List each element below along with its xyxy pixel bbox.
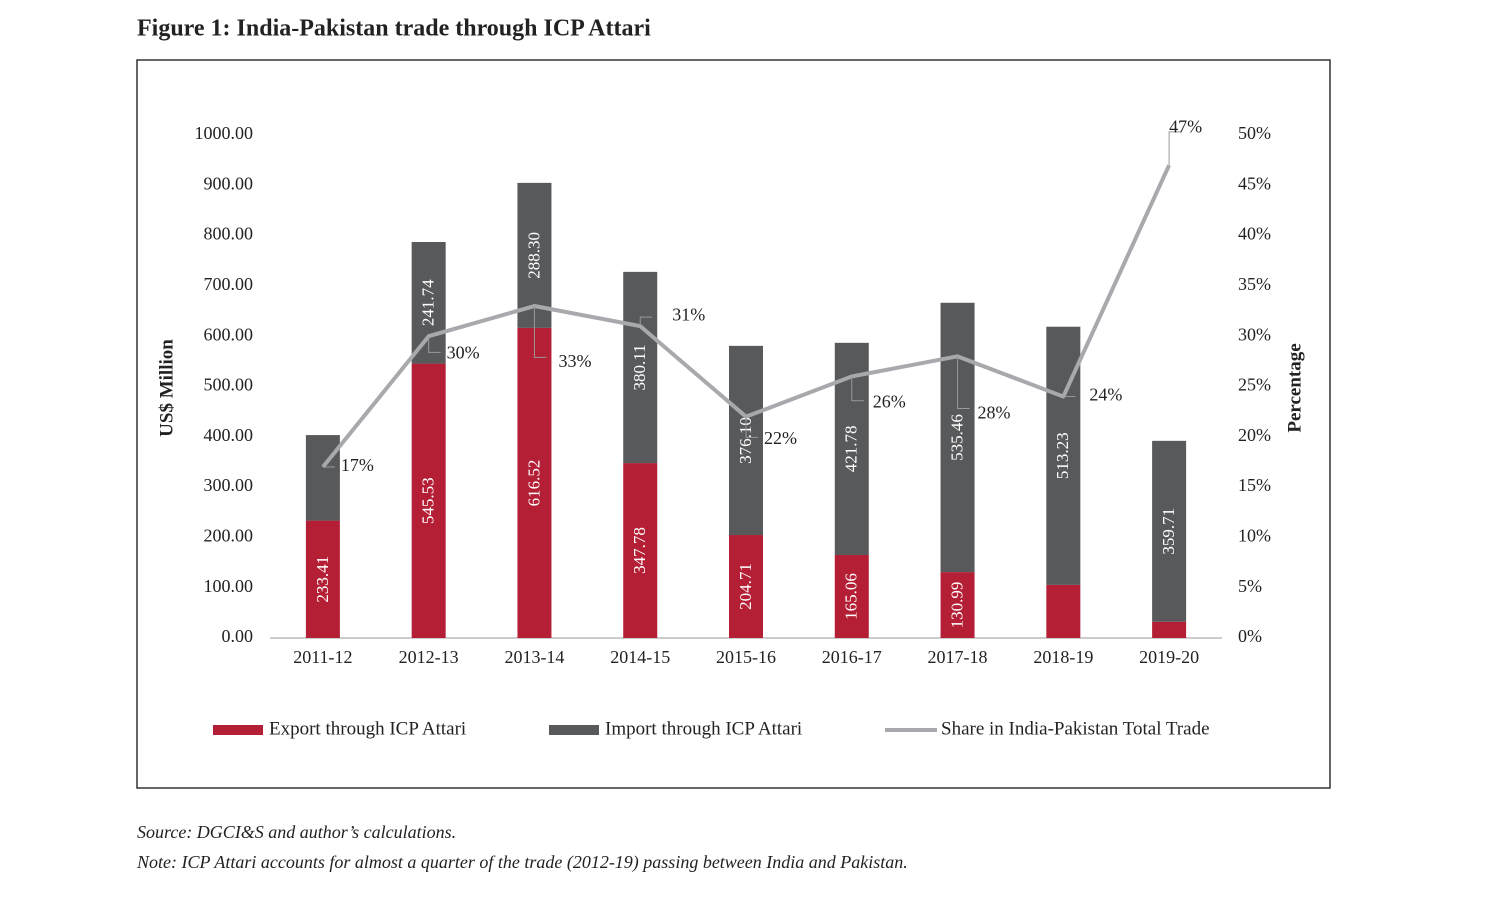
y2-tick-label: 35% (1238, 274, 1271, 294)
source-note: Source: DGCI&S and author’s calculations… (137, 822, 456, 842)
label-leader (745, 416, 758, 438)
y-tick-label: 700.00 (204, 274, 254, 294)
data-label: 380.11 (630, 344, 649, 390)
bar-segment (305, 520, 340, 638)
data-label: 513.23 (1053, 432, 1072, 479)
y-tick-label: 600.00 (204, 324, 254, 344)
y2-tick-label: 30% (1238, 324, 1271, 344)
data-label: 241.74 (419, 279, 438, 326)
x-tick-label: 2012-13 (399, 647, 459, 667)
y-tick-label: 1000.00 (195, 123, 254, 143)
y2-tick-label: 0% (1238, 626, 1262, 646)
legend-label: Export through ICP Attari (269, 718, 466, 739)
data-label: 30% (447, 342, 480, 362)
y2-tick-label: 50% (1238, 123, 1271, 143)
data-label: 47% (1169, 116, 1202, 136)
legend-label: Share in India-Pakistan Total Trade (941, 718, 1210, 739)
data-label: 616.52 (524, 460, 543, 507)
legend-swatch (549, 725, 599, 735)
data-label: 421.78 (842, 426, 861, 473)
x-tick-label: 2013-14 (504, 647, 564, 667)
label-leader (851, 376, 864, 402)
label-leader (533, 306, 547, 358)
bar-segment (305, 435, 340, 521)
data-label: 24% (1089, 385, 1122, 405)
y2-tick-label: 15% (1238, 475, 1271, 495)
bar-segment (623, 463, 658, 638)
y-tick-label: 100.00 (204, 576, 254, 596)
label-leader (639, 316, 653, 327)
y-tick-label: 0.00 (222, 626, 254, 646)
y-tick-label: 400.00 (204, 425, 254, 445)
chart-frame (136, 59, 1331, 789)
bar-segment (517, 182, 552, 328)
x-tick-label: 2016-17 (822, 647, 882, 667)
y2-tick-label: 40% (1238, 224, 1271, 244)
bar-segment (729, 535, 763, 638)
data-label: 28% (978, 402, 1011, 422)
x-tick-label: 2014-15 (610, 647, 670, 667)
bar-segment (1152, 440, 1187, 622)
data-label: 545.53 (419, 477, 438, 524)
label-leader (428, 336, 441, 353)
x-tick-label: 2018-19 (1033, 647, 1093, 667)
data-label: 31% (672, 304, 705, 324)
bar-segment (517, 327, 552, 638)
data-label: 22% (764, 428, 797, 448)
legend-swatch (213, 725, 263, 735)
chart-title: Figure 1: India-Pakistan trade through I… (137, 16, 651, 42)
data-label: 376.10 (736, 417, 755, 464)
bar-segment (940, 302, 975, 573)
y-tick-label: 900.00 (204, 173, 254, 193)
y-tick-label: 200.00 (204, 526, 254, 546)
bar-segment (940, 572, 975, 638)
bar-segment (411, 363, 446, 638)
y2-tick-label: 10% (1238, 526, 1271, 546)
x-tick-label: 2017-18 (928, 647, 988, 667)
data-label: 26% (873, 392, 906, 412)
label-leader (1168, 131, 1182, 166)
data-label: 130.99 (947, 582, 966, 629)
data-label: 347.78 (630, 527, 649, 574)
legend-label: Import through ICP Attari (605, 718, 802, 739)
x-tick-label: 2019-20 (1139, 647, 1199, 667)
y2-tick-label: 20% (1238, 425, 1271, 445)
data-label: 204.71 (736, 563, 755, 610)
x-tick-label: 2011-12 (293, 647, 352, 667)
bar-segment (834, 554, 869, 638)
data-label: 535.46 (947, 414, 966, 461)
label-leader (957, 356, 970, 410)
footnote: Note: ICP Attari accounts for almost a q… (136, 852, 908, 873)
y2-tick-label: 5% (1238, 576, 1262, 596)
bar-segment (729, 345, 763, 536)
bar-segment (1152, 621, 1187, 638)
y2-tick-label: 45% (1238, 173, 1271, 193)
data-label: 33% (558, 351, 591, 371)
x-tick-label: 2015-16 (716, 647, 776, 667)
y2-axis-label: Percentage (1284, 343, 1305, 432)
y2-tick-label: 25% (1238, 375, 1271, 395)
data-label: 17% (341, 455, 374, 475)
bar-segment (623, 271, 658, 464)
bar-segment (1046, 584, 1081, 638)
data-label: 359.71 (1159, 508, 1178, 555)
data-label: 165.06 (842, 573, 861, 620)
y-axis-label: US$ Million (156, 339, 177, 437)
y-tick-label: 300.00 (204, 475, 254, 495)
data-label: 288.30 (524, 232, 543, 279)
y-tick-label: 500.00 (204, 375, 254, 395)
data-label: 233.41 (313, 556, 332, 603)
y-tick-label: 800.00 (204, 224, 254, 244)
